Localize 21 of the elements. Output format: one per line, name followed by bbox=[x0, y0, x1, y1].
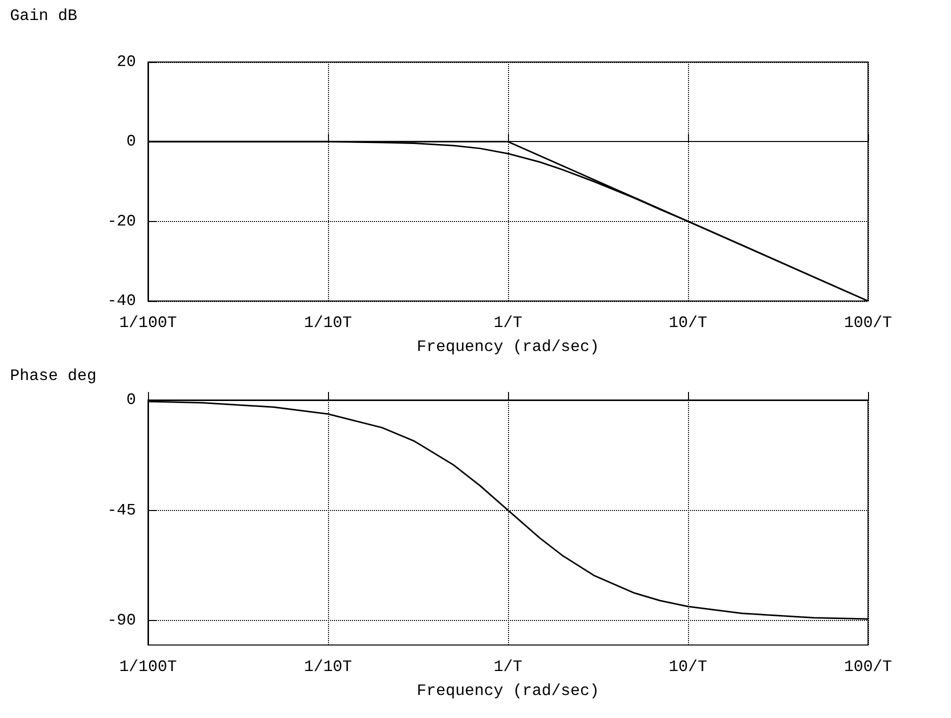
x-tick-label: 10/T bbox=[668, 314, 708, 332]
y-axis-title: Gain dB bbox=[10, 7, 78, 25]
x-tick-label: 100/T bbox=[844, 658, 892, 676]
x-tick-label: 1/10T bbox=[304, 658, 352, 676]
y-axis-title: Phase deg bbox=[10, 367, 96, 385]
y-tick-label: -45 bbox=[107, 501, 136, 520]
y-tick-label: -90 bbox=[107, 612, 136, 630]
y-tick-label: -20 bbox=[107, 212, 136, 230]
x-axis-title: Frequency (rad/sec) bbox=[416, 682, 600, 700]
x-tick-label: 1/100T bbox=[119, 658, 177, 676]
x-tick-label: 10/T bbox=[668, 658, 708, 676]
x-axis-title: Frequency (rad/sec) bbox=[416, 338, 600, 356]
y-tick-label: 0 bbox=[126, 132, 136, 151]
x-tick-label: 1/T bbox=[494, 658, 522, 676]
x-tick-label: 1/10T bbox=[304, 314, 352, 332]
x-tick-label: 1/T bbox=[494, 314, 522, 332]
y-tick-label: 0 bbox=[126, 391, 136, 409]
x-tick-label: 1/100T bbox=[119, 314, 177, 332]
y-tick-label: 20 bbox=[116, 53, 136, 71]
x-tick-label: 100/T bbox=[844, 314, 892, 332]
y-tick-label: -40 bbox=[107, 292, 136, 310]
